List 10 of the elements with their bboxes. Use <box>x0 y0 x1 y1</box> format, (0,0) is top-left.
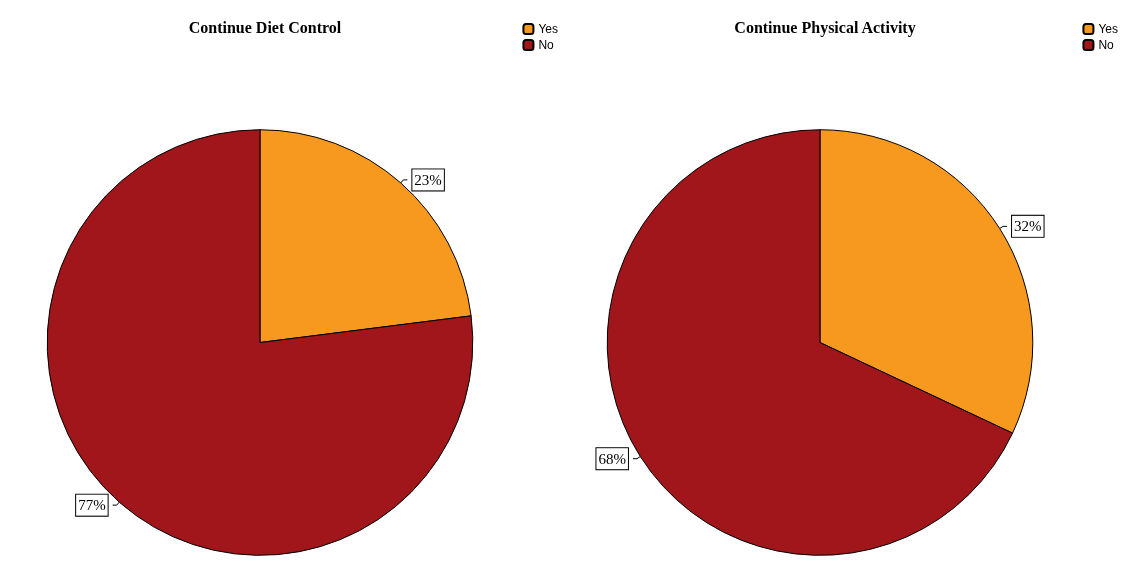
data-label: 77% <box>78 497 106 514</box>
legend-label: Yes <box>1098 22 1118 36</box>
chart-title: Continue Diet Control <box>188 18 342 36</box>
data-label: 23% <box>414 171 442 188</box>
legend-label: No <box>538 38 555 52</box>
legend-label: Yes <box>538 22 558 36</box>
chart-title: Continue Physical Activity <box>734 18 916 37</box>
data-label: 32% <box>1014 218 1042 235</box>
data-label: 68% <box>598 450 626 467</box>
legend-label: No <box>1098 38 1115 52</box>
